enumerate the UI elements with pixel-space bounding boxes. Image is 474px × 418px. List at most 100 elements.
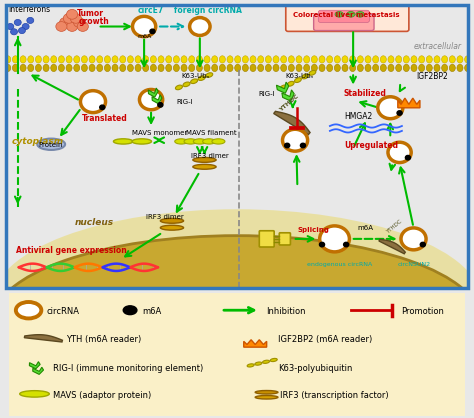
Ellipse shape [36,64,41,71]
Ellipse shape [135,64,141,71]
Text: MAVS monomer: MAVS monomer [132,130,188,136]
Ellipse shape [135,56,141,63]
Text: Upregulated: Upregulated [344,141,398,150]
Ellipse shape [255,362,262,365]
Text: Stabilized: Stabilized [344,89,387,97]
Ellipse shape [160,225,183,230]
Ellipse shape [426,56,432,63]
Ellipse shape [449,64,456,71]
Circle shape [401,228,426,250]
Circle shape [18,28,26,33]
Ellipse shape [281,56,287,63]
Ellipse shape [202,139,216,144]
Ellipse shape [166,56,172,63]
Ellipse shape [270,358,277,362]
Ellipse shape [465,64,471,71]
Ellipse shape [74,56,80,63]
Text: extracellular: extracellular [413,42,462,51]
Ellipse shape [319,64,325,71]
Ellipse shape [212,139,225,144]
Ellipse shape [212,64,218,71]
Ellipse shape [288,64,294,71]
Ellipse shape [403,64,410,71]
FancyBboxPatch shape [314,14,374,31]
Circle shape [132,16,155,37]
Ellipse shape [380,56,386,63]
Ellipse shape [296,64,302,71]
Text: Protein: Protein [38,142,63,148]
Ellipse shape [206,73,213,77]
Text: YTHDC: YTHDC [386,219,403,234]
Ellipse shape [158,56,164,63]
Text: IRF3 dimer: IRF3 dimer [146,214,184,219]
FancyBboxPatch shape [279,233,291,245]
Circle shape [73,18,85,27]
Ellipse shape [82,56,87,63]
Ellipse shape [193,139,206,144]
Ellipse shape [304,56,310,63]
Ellipse shape [112,56,118,63]
Ellipse shape [319,56,325,63]
Text: growth: growth [78,17,109,25]
Text: IRF3 dimer: IRF3 dimer [191,153,228,159]
Ellipse shape [247,364,254,367]
Ellipse shape [255,390,278,394]
Ellipse shape [132,139,152,144]
Ellipse shape [335,11,343,17]
Ellipse shape [20,391,49,397]
Ellipse shape [36,56,41,63]
Polygon shape [152,95,162,104]
Ellipse shape [342,56,348,63]
Circle shape [10,29,18,35]
Ellipse shape [189,56,195,63]
Ellipse shape [365,56,371,63]
Ellipse shape [403,56,410,63]
Ellipse shape [373,56,379,63]
Ellipse shape [89,56,95,63]
FancyBboxPatch shape [5,290,469,418]
Polygon shape [282,90,294,101]
Text: MAVS (adaptor protein): MAVS (adaptor protein) [53,391,151,400]
Ellipse shape [411,56,417,63]
Ellipse shape [173,64,179,71]
Ellipse shape [0,209,474,392]
Ellipse shape [20,64,26,71]
Ellipse shape [357,56,364,63]
Ellipse shape [265,56,272,63]
Polygon shape [33,367,44,375]
Text: Translated: Translated [82,114,127,123]
Ellipse shape [288,56,294,63]
Ellipse shape [327,56,333,63]
Ellipse shape [380,64,386,71]
Text: YTHDC: YTHDC [279,94,300,113]
Ellipse shape [150,56,156,63]
Ellipse shape [66,56,72,63]
Text: IRF3 (transcription factor): IRF3 (transcription factor) [280,391,389,400]
Text: Inhibition: Inhibition [266,307,306,316]
Ellipse shape [294,78,301,82]
Ellipse shape [219,56,226,63]
Ellipse shape [37,139,65,150]
Ellipse shape [143,64,149,71]
Circle shape [70,13,82,23]
Ellipse shape [104,64,110,71]
Ellipse shape [113,139,133,144]
Text: endogenous circRNA: endogenous circRNA [307,262,372,267]
Ellipse shape [258,56,264,63]
Ellipse shape [235,56,241,63]
Ellipse shape [342,64,348,71]
Circle shape [27,18,34,23]
Ellipse shape [196,64,202,71]
Text: interferons: interferons [9,5,51,14]
Ellipse shape [280,85,287,90]
Ellipse shape [0,236,474,406]
Ellipse shape [97,64,103,71]
Text: nucleus: nucleus [74,219,114,227]
Ellipse shape [128,56,133,63]
Ellipse shape [419,56,425,63]
Ellipse shape [196,56,202,63]
Circle shape [66,10,78,19]
Ellipse shape [12,64,18,71]
Ellipse shape [175,139,188,144]
Ellipse shape [143,56,149,63]
